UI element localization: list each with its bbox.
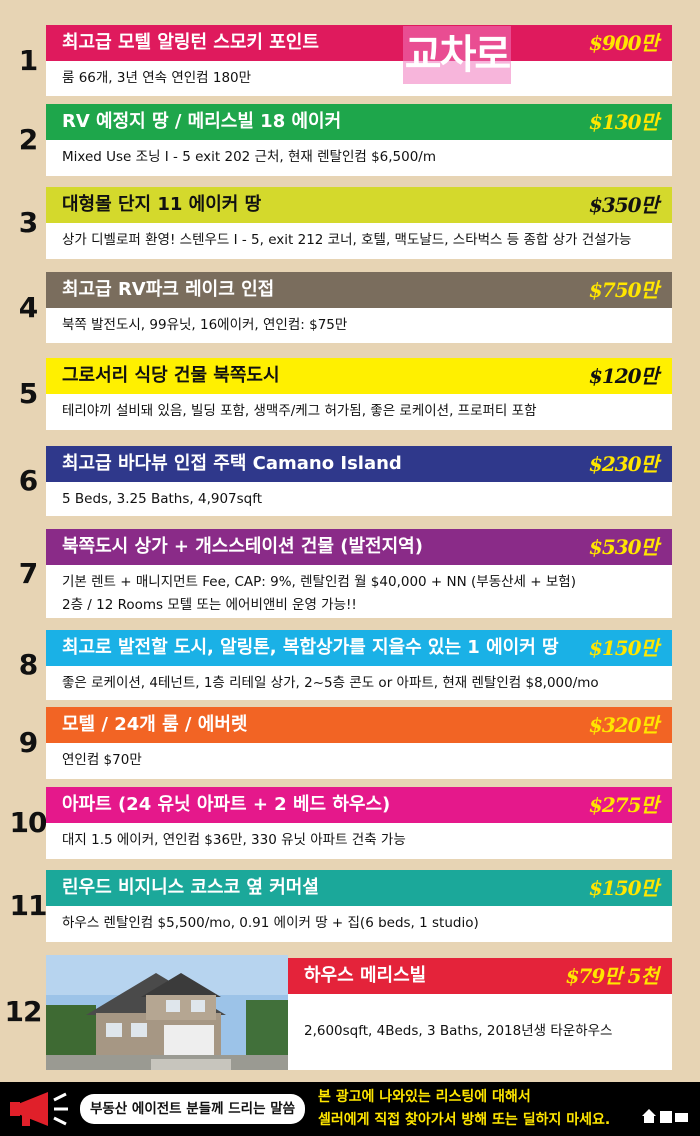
- listing-header: RV 예정지 땅 / 메리스빌 18 에이커 $130만: [46, 104, 672, 140]
- listing-description: 상가 디벨로퍼 환영! 스텐우드 I - 5, exit 212 코너, 호텔,…: [62, 232, 632, 248]
- listing-number: 9: [18, 726, 38, 759]
- footer-message: 본 광고에 나와있는 리스팅에 대해서 셀러에게 직접 찾아가서 방해 또는 딜…: [318, 1086, 610, 1132]
- listing-body: 좋은 로케이션, 4테넌트, 1층 리테일 상가, 2~5층 콘도 or 아파트…: [46, 666, 672, 700]
- listing-header: 최고급 모텔 알링턴 스모키 포인트 $900만: [46, 25, 672, 61]
- listing-header: 린우드 비지니스 코스코 옆 커머셜 $150만: [46, 870, 672, 906]
- listing-description: 5 Beds, 3.25 Baths, 4,907sqft: [62, 491, 263, 507]
- listing-price: $275만: [588, 793, 659, 817]
- listing-title: 최고급 RV파크 레이크 인접: [62, 279, 275, 300]
- listing-header: 모텔 / 24개 룸 / 에버렛 $320만: [46, 707, 672, 743]
- listing-price: $130만: [588, 110, 659, 134]
- listing-number: 2: [18, 123, 38, 156]
- house-photo: [46, 955, 288, 1070]
- listing-body: Mixed Use 조닝 I - 5 exit 202 근처, 현재 렌탈인컴 …: [46, 140, 672, 176]
- listing-price: $750만: [588, 278, 659, 302]
- listing-title: 모텔 / 24개 룸 / 에버렛: [62, 714, 248, 735]
- listing-price: $230만: [588, 452, 659, 476]
- listing-description: 좋은 로케이션, 4테넌트, 1층 리테일 상가, 2~5층 콘도 or 아파트…: [62, 675, 599, 691]
- listing-body: 북쪽 발전도시, 99유닛, 16에이커, 연인컴: $75만: [46, 308, 672, 343]
- listing-number: 11: [9, 889, 48, 922]
- listing-title: 아파트 (24 유닛 아파트 + 2 베드 하우스): [62, 794, 391, 815]
- listing-price: $320만: [588, 713, 659, 737]
- listing-title: 최고급 모텔 알링턴 스모키 포인트: [62, 32, 319, 53]
- listing-price: $350만: [588, 193, 659, 217]
- listing-number: 10: [9, 806, 48, 839]
- listing-header: 최고로 발전할 도시, 알링톤, 복합상가를 지을수 있는 1 에이커 땅 $15…: [46, 630, 672, 666]
- megaphone-icon: [10, 1092, 68, 1126]
- listing-price: $79만 5천: [565, 964, 659, 988]
- listing-header: 북쪽도시 상가 + 개스스테이션 건물 (발전지역) $530만: [46, 529, 672, 565]
- listing-title: 대형몰 단지 11 에이커 땅: [62, 194, 262, 215]
- listing-price: $900만: [588, 31, 659, 55]
- listing-body: 2,600sqft, 4Beds, 3 Baths, 2018년생 타운하우스: [288, 994, 672, 1070]
- listing-description: 기본 렌트 + 매니지먼트 Fee, CAP: 9%, 렌탈인컴 월 $40,0…: [62, 574, 576, 590]
- listing-description: 2,600sqft, 4Beds, 3 Baths, 2018년생 타운하우스: [304, 1023, 613, 1039]
- listing-body: 상가 디벨로퍼 환영! 스텐우드 I - 5, exit 212 코너, 호텔,…: [46, 223, 672, 259]
- listing-body: 5 Beds, 3.25 Baths, 4,907sqft: [46, 482, 672, 516]
- listing-title: 그로서리 식당 건물 북쪽도시: [62, 365, 280, 386]
- listing-header: 최고급 RV파크 레이크 인접 $750만: [46, 272, 672, 308]
- listing-body: 하우스 렌탈인컴 $5,500/mo, 0.91 에이커 땅 + 집(6 bed…: [46, 906, 672, 942]
- listing-number: 3: [18, 206, 38, 239]
- listing-header: 아파트 (24 유닛 아파트 + 2 베드 하우스) $275만: [46, 787, 672, 823]
- listing-description: 룸 66개, 3년 연속 연인컴 180만: [62, 70, 252, 86]
- listing-header: 하우스 메리스빌 $79만 5천: [288, 958, 672, 994]
- listing-title: RV 예정지 땅 / 메리스빌 18 에이커: [62, 111, 342, 132]
- listing-body: 룸 66개, 3년 연속 연인컴 180만: [46, 61, 672, 96]
- listing-body: 테리야끼 설비돼 있음, 빌딩 포함, 생맥주/케그 허가됨, 좋은 로케이션,…: [46, 394, 672, 430]
- listing-description: 테리야끼 설비돼 있음, 빌딩 포함, 생맥주/케그 허가됨, 좋은 로케이션,…: [62, 403, 537, 419]
- listing-description: 2층 / 12 Rooms 모텔 또는 에어비앤비 운영 가능!!: [62, 597, 357, 613]
- listing-price: $150만: [588, 876, 659, 900]
- listing-price: $120만: [588, 364, 659, 388]
- listing-price: $530만: [588, 535, 659, 559]
- footer: 부동산 에이전트 분들께 드리는 말씀 본 광고에 나와있는 리스팅에 대해서 …: [0, 1082, 700, 1136]
- listing-description: Mixed Use 조닝 I - 5 exit 202 근처, 현재 렌탈인컴 …: [62, 149, 437, 165]
- listing-body: 대지 1.5 에이커, 연인컴 $36만, 330 유닛 아파트 건축 가능: [46, 823, 672, 859]
- listing-body: 연인컴 $70만: [46, 743, 672, 779]
- footer-line: 본 광고에 나와있는 리스팅에 대해서: [318, 1089, 531, 1105]
- listing-number: 1: [18, 43, 38, 77]
- listing-header: 최고급 바다뷰 인접 주택 Camano Island $230만: [46, 446, 672, 482]
- listing-description: 북쪽 발전도시, 99유닛, 16에이커, 연인컴: $75만: [62, 317, 348, 333]
- listing-header: 대형몰 단지 11 에이커 땅 $350만: [46, 187, 672, 223]
- equal-housing-icon: [642, 1109, 688, 1123]
- listing-body: 기본 렌트 + 매니지먼트 Fee, CAP: 9%, 렌탈인컴 월 $40,0…: [46, 565, 672, 618]
- listing-number: 5: [18, 377, 38, 410]
- listing-price: $150만: [588, 636, 659, 660]
- listing-number: 8: [18, 648, 38, 681]
- listing-number: 12: [4, 995, 43, 1028]
- listing-number: 7: [18, 556, 38, 590]
- listing-description: 대지 1.5 에이커, 연인컴 $36만, 330 유닛 아파트 건축 가능: [62, 832, 406, 848]
- listing-description: 연인컴 $70만: [62, 752, 142, 768]
- listing-header: 그로서리 식당 건물 북쪽도시 $120만: [46, 358, 672, 394]
- listing-number: 6: [18, 464, 38, 497]
- footer-bubble: 부동산 에이전트 분들께 드리는 말씀: [80, 1094, 305, 1124]
- listing-number: 4: [18, 290, 38, 324]
- logo: 교차로: [403, 26, 511, 84]
- listing-description: 하우스 렌탈인컴 $5,500/mo, 0.91 에이커 땅 + 집(6 bed…: [62, 915, 479, 931]
- listing-title: 하우스 메리스빌: [304, 965, 427, 986]
- listing-title: 최고로 발전할 도시, 알링톤, 복합상가를 지을수 있는 1 에이커 땅: [62, 637, 559, 658]
- listing-title: 북쪽도시 상가 + 개스스테이션 건물 (발전지역): [62, 536, 423, 557]
- listing-title: 린우드 비지니스 코스코 옆 커머셜: [62, 877, 319, 898]
- footer-line: 셀러에게 직접 찾아가서 방해 또는 딜하지 마세요.: [318, 1112, 611, 1128]
- listing-title: 최고급 바다뷰 인접 주택 Camano Island: [62, 453, 402, 474]
